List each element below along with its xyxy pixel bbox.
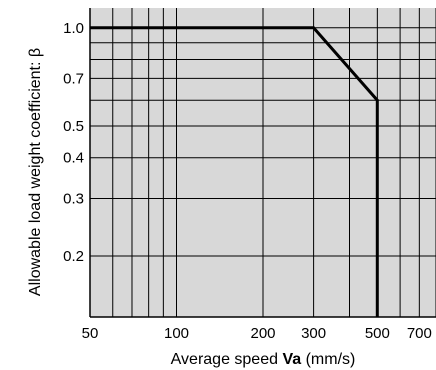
x-tick-label: 500	[365, 325, 390, 342]
x-tick-label: 100	[164, 325, 189, 342]
y-tick-label: 0.3	[63, 190, 84, 207]
series-line	[90, 26, 379, 317]
x-tick-label: 200	[250, 325, 275, 342]
x-tick-label: 300	[301, 325, 326, 342]
y-tick-label: 0.7	[63, 70, 84, 87]
x-axis-label-variable: Va	[282, 351, 301, 368]
y-axis-label: Allowable load weight coefficient: β	[27, 48, 44, 296]
x-tick-label: 50	[82, 325, 99, 342]
x-axis-label: Average speed Va (mm/s)	[171, 351, 356, 368]
y-tick-labels: 1.0 0.7 0.5 0.4 0.3 0.2	[63, 20, 84, 265]
x-tick-labels: 50 100 200 300 500 700	[82, 325, 432, 342]
y-tick-label: 1.0	[63, 20, 84, 37]
x-tick-label: 700	[407, 325, 432, 342]
y-tick-label: 0.2	[63, 248, 84, 265]
y-tick-label: 0.4	[63, 150, 84, 167]
x-axis-label-suffix: (mm/s)	[301, 351, 355, 368]
y-tick-label: 0.5	[63, 118, 84, 135]
x-axis-label-prefix: Average speed	[171, 351, 283, 368]
